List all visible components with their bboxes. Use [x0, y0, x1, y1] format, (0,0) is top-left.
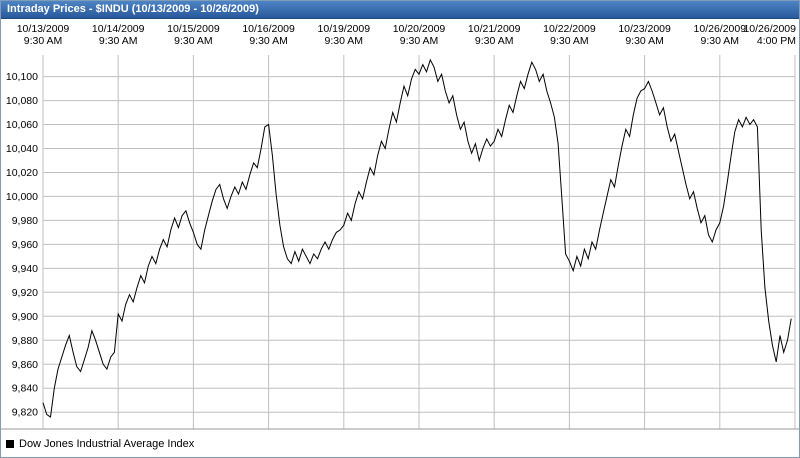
chart-area: 10,100 10,080 10,060 10,040 10,020 10,000 9,98…	[1, 19, 799, 456]
price-chart: 10,100 10,080 10,060 10,040 10,020 10,000 9,98…	[1, 23, 799, 430]
y-axis-label: 9,980	[12, 215, 38, 227]
y-axis-label: 9,900	[12, 311, 38, 323]
x-axis-time: 9:30 AM	[550, 35, 589, 47]
x-axis-time: 4:00 PM	[757, 35, 796, 47]
x-axis-date: 10/15/2009	[167, 23, 220, 35]
legend-label: Dow Jones Industrial Average Index	[19, 437, 195, 450]
x-axis-time: 9:30 AM	[400, 35, 439, 47]
y-axis-label: 9,880	[12, 335, 38, 347]
x-axis-time: 9:30 AM	[475, 35, 514, 47]
y-axis-label: 9,840	[12, 383, 38, 395]
y-axis-label: 10,020	[6, 167, 38, 179]
y-axis-label: 9,940	[12, 263, 38, 275]
x-axis-date: 10/22/2009	[543, 23, 596, 35]
x-axis-date: 10/21/2009	[468, 23, 521, 35]
y-axis-label: 10,080	[6, 95, 38, 107]
y-axis-label: 9,860	[12, 359, 38, 371]
legend: Dow Jones Industrial Average Index	[1, 431, 799, 456]
x-axis-date: 10/13/2009	[17, 23, 70, 35]
x-axis-time: 9:30 AM	[701, 35, 740, 47]
x-axis-time: 9:30 AM	[249, 35, 288, 47]
x-axis-date: 10/19/2009	[318, 23, 371, 35]
legend-swatch	[6, 439, 14, 448]
x-axis-date: 10/23/2009	[618, 23, 671, 35]
x-axis-time: 9:30 AM	[325, 35, 364, 47]
y-axis-label: 9,960	[12, 239, 38, 251]
x-axis-date: 10/26/2009	[743, 23, 796, 35]
x-axis-date: 10/26/2009	[694, 23, 747, 35]
price-line	[42, 58, 792, 418]
x-axis-date: 10/16/2009	[242, 23, 295, 35]
y-axis-label: 10,000	[6, 191, 38, 203]
x-axis-time: 9:30 AM	[174, 35, 213, 47]
x-axis-time: 9:30 AM	[99, 35, 138, 47]
y-axis-label: 10,060	[6, 119, 38, 131]
x-axis-date: 10/20/2009	[393, 23, 446, 35]
x-axis-time: 9:30 AM	[24, 35, 63, 47]
x-axis-date: 10/14/2009	[92, 23, 145, 35]
title-bar: Intraday Prices - $INDU (10/13/2009 - 10…	[1, 1, 799, 19]
y-axis-label: 9,820	[12, 407, 38, 419]
x-axis-time: 9:30 AM	[625, 35, 664, 47]
window-title: Intraday Prices - $INDU (10/13/2009 - 10…	[7, 3, 259, 15]
y-axis-label: 9,920	[12, 287, 38, 299]
y-axis-label: 10,100	[6, 71, 38, 83]
y-axis-label: 10,040	[6, 143, 38, 155]
